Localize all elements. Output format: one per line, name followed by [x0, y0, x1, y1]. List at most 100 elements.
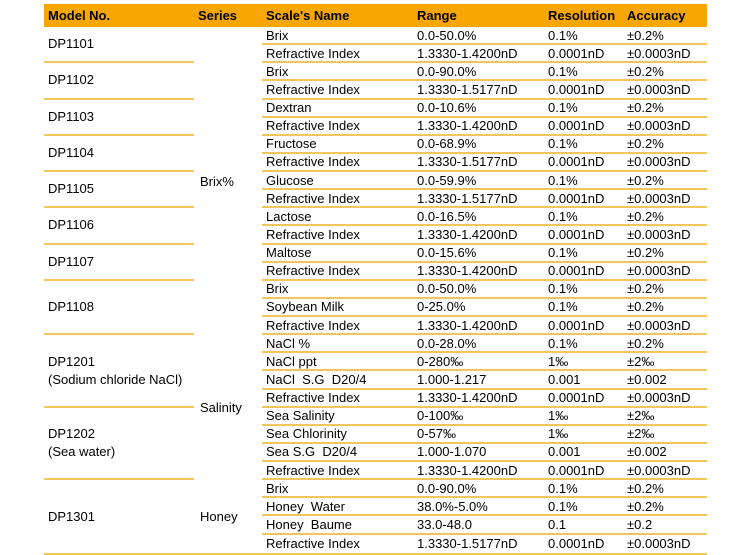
resolution-cell: 0.1%	[548, 480, 578, 496]
resolution-cell: 0.0001nD	[548, 462, 605, 478]
scales-column: Brix 0.0-50.0% 0.1% ±0.2% Refractive Index 1.…	[262, 27, 707, 553]
scale-name-cell: Refractive Index	[266, 390, 360, 406]
scale-name-cell: Brix	[266, 63, 289, 79]
scale-row: Refractive Index 1.3330-1.4200nD 0.0001nD ±…	[262, 118, 707, 136]
series-label-box: Brix%	[194, 27, 262, 335]
scale-row: Refractive Index 1.3330-1.4200nD 0.0001nD ±…	[262, 263, 707, 281]
resolution-cell: 0.0001nD	[548, 536, 605, 552]
accuracy-cell: ±0.0003nD	[627, 226, 691, 242]
range-cell: 1.3330-1.4200nD	[417, 317, 518, 333]
model-number: DP1103	[48, 108, 95, 124]
accuracy-cell: ±0.2%	[627, 299, 664, 315]
series-column: Brix% Salinity Honey	[194, 27, 262, 553]
range-cell: 1.3330-1.5177nD	[417, 536, 518, 552]
resolution-cell: 0.1%	[548, 208, 578, 224]
scale-name-cell: Sea S.G D20/4	[266, 444, 358, 460]
accuracy-cell: ±0.0003nD	[627, 154, 691, 170]
range-cell: 1.3330-1.5177nD	[417, 81, 518, 97]
range-cell: 0.0-90.0%	[417, 480, 477, 496]
header-cell-series: Series	[198, 8, 238, 23]
model-group: DP1105	[44, 172, 194, 209]
scale-name-cell: Refractive Index	[266, 536, 360, 552]
range-cell: 0-25.0%	[417, 299, 466, 315]
range-cell: 33.0-48.0	[417, 516, 472, 532]
accuracy-cell: ±2‰	[627, 426, 655, 442]
range-cell: 0.0-59.9%	[417, 172, 477, 188]
scale-name-cell: Refractive Index	[266, 118, 360, 134]
accuracy-cell: ±0.2%	[627, 498, 664, 514]
range-cell: 1.3330-1.4200nD	[417, 226, 518, 242]
range-cell: 0.0-10.6%	[417, 100, 477, 116]
model-number: DP1201	[48, 353, 95, 369]
scale-row: Sea Chlorinity 0-57‰ 1‰ ±2‰	[262, 426, 707, 444]
series-label-box: Salinity	[194, 335, 262, 480]
scale-row: Refractive Index 1.3330-1.4200nD 0.0001nD ±…	[262, 317, 707, 336]
scale-row: Sea Salinity 0-100‰ 1‰ ±2‰	[262, 408, 707, 426]
model-column: DP1101 DP1102 DP1103 DP1104 DP1105 DP1106 DP11…	[44, 27, 194, 553]
range-cell: 0.0-16.5%	[417, 208, 477, 224]
range-cell: 0.0-50.0%	[417, 281, 477, 297]
scale-row: Maltose 0.0-15.6% 0.1% ±0.2%	[262, 245, 707, 263]
scale-name-cell: Refractive Index	[266, 81, 360, 97]
resolution-cell: 0.1%	[548, 136, 578, 152]
scale-name-cell: Brix	[266, 281, 289, 297]
scale-row: Brix 0.0-50.0% 0.1% ±0.2%	[262, 281, 707, 299]
accuracy-cell: ±0.0003nD	[627, 81, 691, 97]
scale-row: Honey Baume 33.0-48.0 0.1 ±0.2	[262, 516, 707, 535]
header-cell-accuracy: Accuracy	[627, 8, 686, 23]
resolution-cell: 0.1	[548, 516, 567, 532]
header-cell-resolution: Resolution	[548, 8, 616, 23]
range-cell: 1.3330-1.4200nD	[417, 45, 518, 61]
scale-row: Refractive Index 1.3330-1.4200nD 0.0001nD ±…	[262, 390, 707, 408]
scale-row: Refractive Index 1.3330-1.4200nD 0.0001nD ±…	[262, 462, 707, 481]
accuracy-cell: ±0.0003nD	[627, 317, 691, 333]
resolution-cell: 0.1%	[548, 63, 578, 79]
scale-name-cell: Refractive Index	[266, 154, 360, 170]
scale-row: NaCl % 0.0-28.0% 0.1% ±0.2%	[262, 335, 707, 354]
model-number: DP1106	[48, 217, 95, 233]
scale-row: Sea S.G D20/4 1.000-1.070 0.001 ±0.002	[262, 444, 707, 462]
range-cell: 1.3330-1.5177nD	[417, 154, 518, 170]
header-cell-scale-name: Scale's Name	[266, 8, 350, 23]
scale-row: Refractive Index 1.3330-1.4200nD 0.0001nD ±…	[262, 226, 707, 245]
scale-row: Refractive Index 1.3330-1.5177nD 0.0001nD ±…	[262, 81, 707, 100]
model-group: DP1102	[44, 63, 194, 100]
scale-name-cell: Brix	[266, 480, 289, 496]
range-cell: 1.3330-1.4200nD	[417, 390, 518, 406]
scale-name-cell: Refractive Index	[266, 317, 360, 333]
scale-row: Refractive Index 1.3330-1.4200nD 0.0001nD ±…	[262, 45, 707, 64]
range-cell: 0.0-28.0%	[417, 335, 477, 351]
accuracy-cell: ±0.2%	[627, 208, 664, 224]
resolution-cell: 0.1%	[548, 245, 578, 261]
accuracy-cell: ±0.0003nD	[627, 390, 691, 406]
accuracy-cell: ±0.2%	[627, 245, 664, 261]
resolution-cell: 0.0001nD	[548, 317, 605, 333]
range-cell: 0.0-15.6%	[417, 245, 477, 261]
accuracy-cell: ±0.002	[627, 444, 667, 460]
accuracy-cell: ±0.0003nD	[627, 536, 691, 552]
model-note: (Sodium chloride NaCl)	[48, 371, 183, 387]
resolution-cell: 0.0001nD	[548, 190, 605, 206]
header-cell-range: Range	[417, 8, 457, 23]
accuracy-cell: ±0.2%	[627, 136, 664, 152]
scale-name-cell: Dextran	[266, 100, 312, 116]
scale-name-cell: Refractive Index	[266, 190, 360, 206]
resolution-cell: 1‰	[548, 353, 569, 369]
accuracy-cell: ±2‰	[627, 408, 655, 424]
scale-name-cell: Brix	[266, 27, 289, 43]
resolution-cell: 0.1%	[548, 100, 578, 116]
scale-name-cell: Sea Chlorinity	[266, 426, 347, 442]
model-group: DP1106	[44, 208, 194, 245]
accuracy-cell: ±0.2%	[627, 480, 664, 496]
accuracy-cell: ±0.2	[627, 516, 653, 532]
scale-name-cell: Fructose	[266, 136, 317, 152]
scale-row: Lactose 0.0-16.5% 0.1% ±0.2%	[262, 208, 707, 227]
range-cell: 0.0-90.0%	[417, 63, 477, 79]
scale-name-cell: NaCl ppt	[266, 353, 317, 369]
series-label: Honey	[200, 509, 238, 525]
model-group: DP1201 (Sodium chloride NaCl)	[44, 335, 194, 408]
scale-row: Brix 0.0-90.0% 0.1% ±0.2%	[262, 480, 707, 499]
scale-name-cell: Refractive Index	[266, 226, 360, 242]
model-number: DP1202	[48, 426, 95, 442]
table-body: DP1101 DP1102 DP1103 DP1104 DP1105 DP1106 DP11…	[44, 27, 707, 555]
